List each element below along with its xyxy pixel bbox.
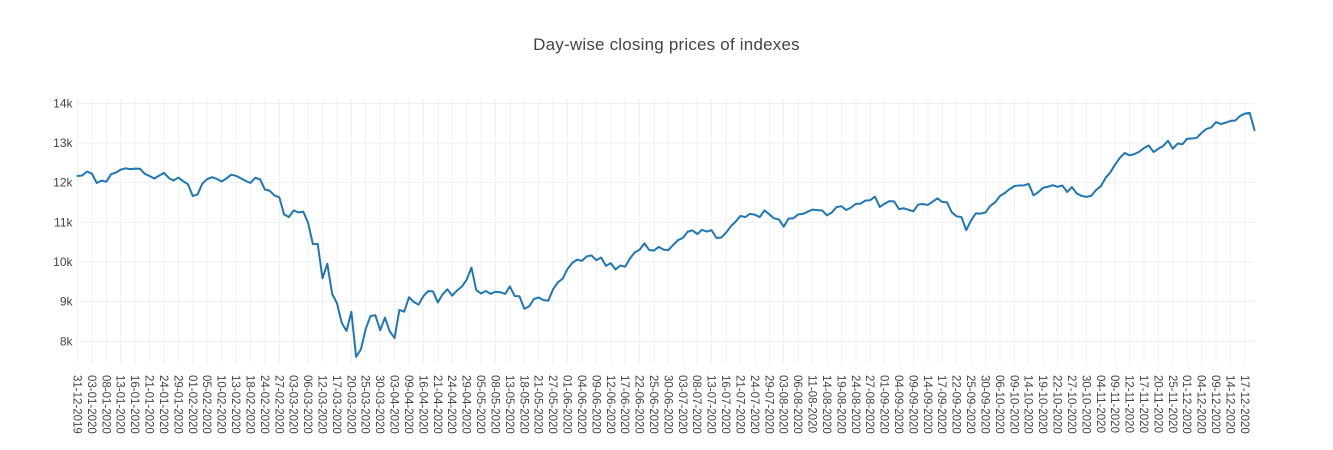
vertical-gridlines <box>77 99 1246 364</box>
x-tick-label: 04-06-2020 <box>575 375 587 434</box>
x-tick-label: 18-02-2020 <box>243 375 255 434</box>
y-tick-label: 11k <box>54 215 73 229</box>
x-tick-label: 08-05-2020 <box>488 375 500 434</box>
x-tick-label: 14-08-2020 <box>820 375 832 434</box>
x-tick-label: 13-07-2020 <box>705 375 717 434</box>
x-tick-label: 10-02-2020 <box>215 375 227 434</box>
x-tick-label: 13-05-2020 <box>503 375 515 434</box>
y-tick-label: 9k <box>60 295 74 309</box>
x-tick-label: 14-12-2020 <box>1223 375 1235 434</box>
x-tick-label: 01-09-2020 <box>878 375 890 434</box>
x-tick-label: 24-02-2020 <box>258 375 270 434</box>
x-tick-label: 25-03-2020 <box>359 375 371 434</box>
x-tick-label: 25-06-2020 <box>647 375 659 434</box>
horizontal-gridlines <box>77 102 1255 342</box>
x-tick-label: 05-02-2020 <box>200 375 212 434</box>
x-tick-label: 16-04-2020 <box>416 375 428 434</box>
x-tick-label: 21-04-2020 <box>431 375 443 434</box>
x-tick-label: 19-10-2020 <box>1036 375 1048 434</box>
y-tick-label: 13k <box>53 136 73 150</box>
x-tick-label: 09-06-2020 <box>589 375 601 434</box>
x-tick-label: 03-01-2020 <box>85 375 97 434</box>
x-tick-label: 30-03-2020 <box>373 375 385 434</box>
x-tick-label: 12-06-2020 <box>604 375 616 434</box>
y-tick-label: 8k <box>60 334 74 348</box>
x-tick-label: 27-08-2020 <box>863 375 875 434</box>
x-tick-label: 31-12-2019 <box>71 375 83 434</box>
x-tick-label: 06-03-2020 <box>301 375 313 434</box>
x-tick-label: 06-08-2020 <box>791 375 803 434</box>
y-axis-tick-labels: 8k 9k 10k 11k 12k 13k 14k <box>53 96 73 348</box>
x-tick-label: 04-11-2020 <box>1094 375 1106 433</box>
x-tick-label: 30-09-2020 <box>978 375 990 434</box>
x-tick-label: 01-06-2020 <box>561 375 573 434</box>
x-tick-label: 11-08-2020 <box>806 375 818 433</box>
x-tick-label: 18-05-2020 <box>517 375 529 434</box>
x-tick-label: 06-10-2020 <box>993 375 1005 434</box>
x-tick-label: 24-04-2020 <box>445 375 457 434</box>
x-tick-label: 25-11-2020 <box>1166 375 1178 433</box>
x-tick-label: 29-01-2020 <box>171 375 183 434</box>
x-tick-label: 17-06-2020 <box>618 375 630 434</box>
x-tick-label: 12-11-2020 <box>1123 375 1135 433</box>
x-tick-label: 19-08-2020 <box>834 375 846 434</box>
x-tick-label: 03-03-2020 <box>287 375 299 434</box>
x-tick-label: 24-01-2020 <box>157 375 169 434</box>
x-tick-label: 29-07-2020 <box>762 375 774 434</box>
x-tick-label: 27-05-2020 <box>546 375 558 434</box>
x-tick-label: 09-12-2020 <box>1209 375 1221 434</box>
x-tick-label: 22-06-2020 <box>633 375 645 434</box>
y-tick-label: 14k <box>53 96 73 110</box>
x-tick-label: 16-07-2020 <box>719 375 731 434</box>
x-tick-label: 17-12-2020 <box>1238 375 1250 434</box>
x-tick-label: 17-09-2020 <box>935 375 947 434</box>
x-tick-label: 09-04-2020 <box>402 375 414 434</box>
x-tick-label: 30-10-2020 <box>1079 375 1091 434</box>
x-tick-label: 08-01-2020 <box>99 375 111 434</box>
x-tick-label: 30-06-2020 <box>661 375 673 434</box>
x-tick-label: 12-03-2020 <box>316 375 328 434</box>
x-tick-label: 27-10-2020 <box>1065 375 1077 434</box>
x-tick-label: 04-09-2020 <box>892 375 904 434</box>
x-tick-label: 09-10-2020 <box>1007 375 1019 434</box>
x-tick-label: 01-02-2020 <box>186 375 198 434</box>
x-tick-label: 24-07-2020 <box>748 375 760 434</box>
x-tick-label: 29-04-2020 <box>460 375 472 434</box>
price-line-series <box>76 111 1256 358</box>
x-tick-label: 22-10-2020 <box>1051 375 1063 434</box>
x-tick-label: 27-02-2020 <box>272 375 284 434</box>
x-tick-label: 24-08-2020 <box>849 375 861 434</box>
x-tick-label: 13-02-2020 <box>229 375 241 434</box>
y-tick-label: 10k <box>53 255 73 269</box>
x-tick-label: 16-01-2020 <box>128 375 140 434</box>
x-tick-label: 17-11-2020 <box>1137 375 1149 433</box>
x-tick-label: 25-09-2020 <box>964 375 976 434</box>
x-tick-label: 09-09-2020 <box>906 375 918 434</box>
x-tick-label: 14-10-2020 <box>1022 375 1034 434</box>
x-tick-label: 14-09-2020 <box>921 375 933 434</box>
x-tick-label: 21-01-2020 <box>143 375 155 434</box>
x-tick-label: 03-04-2020 <box>388 375 400 434</box>
x-tick-label: 01-12-2020 <box>1180 375 1192 434</box>
x-tick-label: 20-03-2020 <box>344 375 356 434</box>
x-tick-label: 13-01-2020 <box>114 375 126 434</box>
x-tick-label: 21-07-2020 <box>733 375 745 434</box>
x-tick-label: 22-09-2020 <box>950 375 962 434</box>
x-tick-label: 09-11-2020 <box>1108 375 1120 433</box>
x-tick-label: 03-07-2020 <box>676 375 688 434</box>
x-tick-label: 04-12-2020 <box>1195 375 1207 434</box>
x-tick-label: 20-11-2020 <box>1151 375 1163 433</box>
chart-title: Day-wise closing prices of indexes <box>533 35 800 54</box>
y-tick-label: 12k <box>53 176 73 190</box>
x-tick-label: 03-08-2020 <box>777 375 789 434</box>
x-tick-label: 08-07-2020 <box>690 375 702 434</box>
x-axis-tick-labels: 31-12-2019 03-01-2020 08-01-2020 13-01-2020… <box>71 375 1250 434</box>
x-tick-label: 17-03-2020 <box>330 375 342 434</box>
x-tick-label: 05-05-2020 <box>474 375 486 434</box>
x-tick-label: 21-05-2020 <box>532 375 544 434</box>
